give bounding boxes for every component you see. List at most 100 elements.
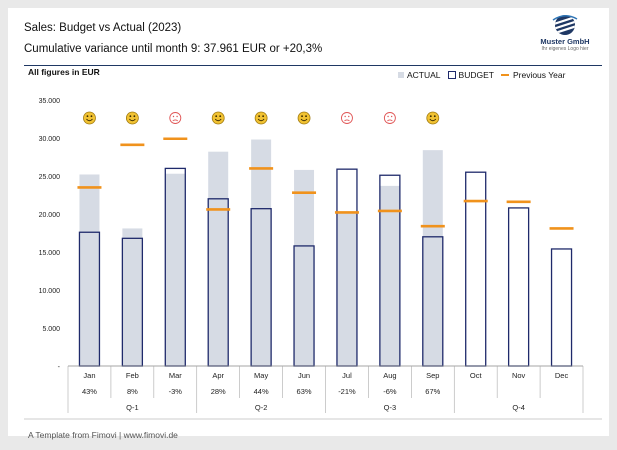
budget-bar	[507, 207, 530, 367]
sad-face-icon	[169, 112, 182, 124]
chart-legend: ACTUAL BUDGET Previous Year	[398, 70, 572, 80]
happy-face-eye	[305, 115, 307, 118]
logo-company-name: Muster GmbH	[540, 37, 590, 46]
x-tick-label: Mar	[169, 371, 182, 380]
sad-face-eye	[176, 115, 178, 118]
happy-face-icon	[426, 111, 440, 125]
happy-face-mouth	[257, 118, 265, 122]
x-tick-label: Jul	[342, 371, 352, 380]
variance-label: -6%	[383, 387, 397, 396]
sad-face-eye	[390, 115, 393, 118]
actual-bar	[79, 174, 100, 366]
report-title: Sales: Budget vs Actual (2023)	[24, 22, 182, 34]
variance-label: 43%	[82, 387, 97, 396]
x-tick-label: Jun	[298, 371, 310, 380]
variance-label: -21%	[338, 387, 356, 396]
y-tick-label: 25.000	[39, 174, 61, 181]
happy-face-eye	[258, 115, 261, 118]
happy-face-eye	[219, 115, 222, 118]
sad-face-mouth	[172, 119, 179, 122]
budget-bar	[550, 248, 573, 367]
x-tick-label: Oct	[470, 371, 483, 380]
sad-face-icon	[341, 112, 353, 124]
y-tick-label: -	[58, 364, 61, 371]
y-tick-label: 10.000	[39, 288, 61, 295]
sad-face-mouth	[344, 119, 350, 122]
globe-icon	[552, 15, 578, 35]
happy-face-eye	[133, 115, 136, 118]
y-tick-label: 15.000	[39, 250, 61, 257]
happy-face-eye	[262, 115, 265, 118]
actual-bar	[208, 151, 229, 366]
x-tick-label: Nov	[512, 371, 526, 380]
sad-face-eye	[344, 115, 346, 118]
quarter-label: Q-2	[255, 403, 268, 412]
legend-actual: ACTUAL	[398, 70, 441, 80]
quarter-label: Q-4	[512, 403, 525, 412]
actual-bar	[165, 173, 186, 366]
sad-face-icon	[383, 112, 396, 124]
quarter-label: Q-3	[384, 403, 397, 412]
legend-budget: BUDGET	[447, 70, 494, 80]
actual-bar	[422, 150, 443, 366]
happy-face-mouth	[86, 118, 93, 122]
actual-bar	[251, 139, 272, 366]
legend-previous-year-swatch	[500, 74, 509, 76]
sad-face-eye	[348, 115, 350, 118]
x-tick-label: Jan	[83, 371, 95, 380]
happy-face-icon	[297, 111, 311, 125]
x-tick-label: Apr	[212, 371, 224, 380]
actual-bar	[336, 211, 357, 366]
legend-previous-year: Previous Year	[500, 70, 566, 80]
variance-label: 63%	[297, 387, 312, 396]
happy-face-icon	[83, 111, 96, 125]
happy-face-eye	[433, 115, 436, 118]
actual-bar	[294, 169, 315, 366]
quarter-label: Q-1	[126, 403, 139, 412]
x-tick-label: Dec	[555, 371, 569, 380]
header-divider	[24, 65, 602, 66]
y-tick-label: 20.000	[39, 212, 61, 219]
happy-face-eye	[301, 115, 303, 118]
footer-credit: A Template from Fimovi | www.fimovi.de	[28, 430, 178, 440]
variance-label: 8%	[127, 387, 138, 396]
happy-face-mouth	[214, 118, 222, 122]
sad-face-eye	[387, 115, 389, 118]
x-tick-label: Sep	[426, 371, 439, 380]
variance-label: -3%	[169, 387, 183, 396]
happy-face-icon	[125, 111, 139, 125]
legend-actual-swatch	[398, 72, 404, 78]
happy-face-mouth	[300, 118, 308, 122]
happy-face-eye	[429, 115, 432, 118]
legend-budget-label: BUDGET	[458, 70, 494, 80]
happy-face-eye	[129, 115, 132, 118]
y-tick-label: 5.000	[42, 326, 60, 333]
legend-previous-year-label: Previous Year	[512, 70, 566, 80]
x-tick-label: Aug	[383, 371, 396, 380]
happy-face-icon	[254, 111, 268, 125]
x-tick-label: Feb	[126, 371, 139, 380]
variance-label: 28%	[211, 387, 226, 396]
y-tick-label: 35.000	[39, 98, 61, 105]
actual-bar	[122, 228, 143, 366]
x-tick-label: May	[254, 371, 268, 380]
sad-face-mouth	[387, 119, 393, 122]
sad-face-eye	[172, 115, 175, 118]
report-subtitle: Cumulative variance until month 9: 37.96…	[24, 43, 323, 55]
logo-tagline: Ihr eigenes Logo hier	[541, 46, 589, 52]
legend-actual-label: ACTUAL	[407, 70, 441, 80]
actual-bar	[379, 185, 400, 366]
units-note: All figures in EUR	[28, 67, 100, 77]
company-logo: Muster GmbH Ihr eigenes Logo hier	[520, 14, 610, 64]
variance-label: 44%	[254, 387, 269, 396]
happy-face-eye	[215, 115, 218, 118]
legend-budget-swatch	[447, 71, 456, 79]
happy-face-mouth	[129, 118, 136, 122]
happy-face-icon	[211, 111, 225, 125]
variance-label: 67%	[425, 387, 440, 396]
happy-face-eye	[90, 115, 93, 118]
happy-face-mouth	[429, 118, 437, 122]
y-tick-label: 30.000	[39, 136, 61, 143]
happy-face-eye	[86, 115, 89, 118]
